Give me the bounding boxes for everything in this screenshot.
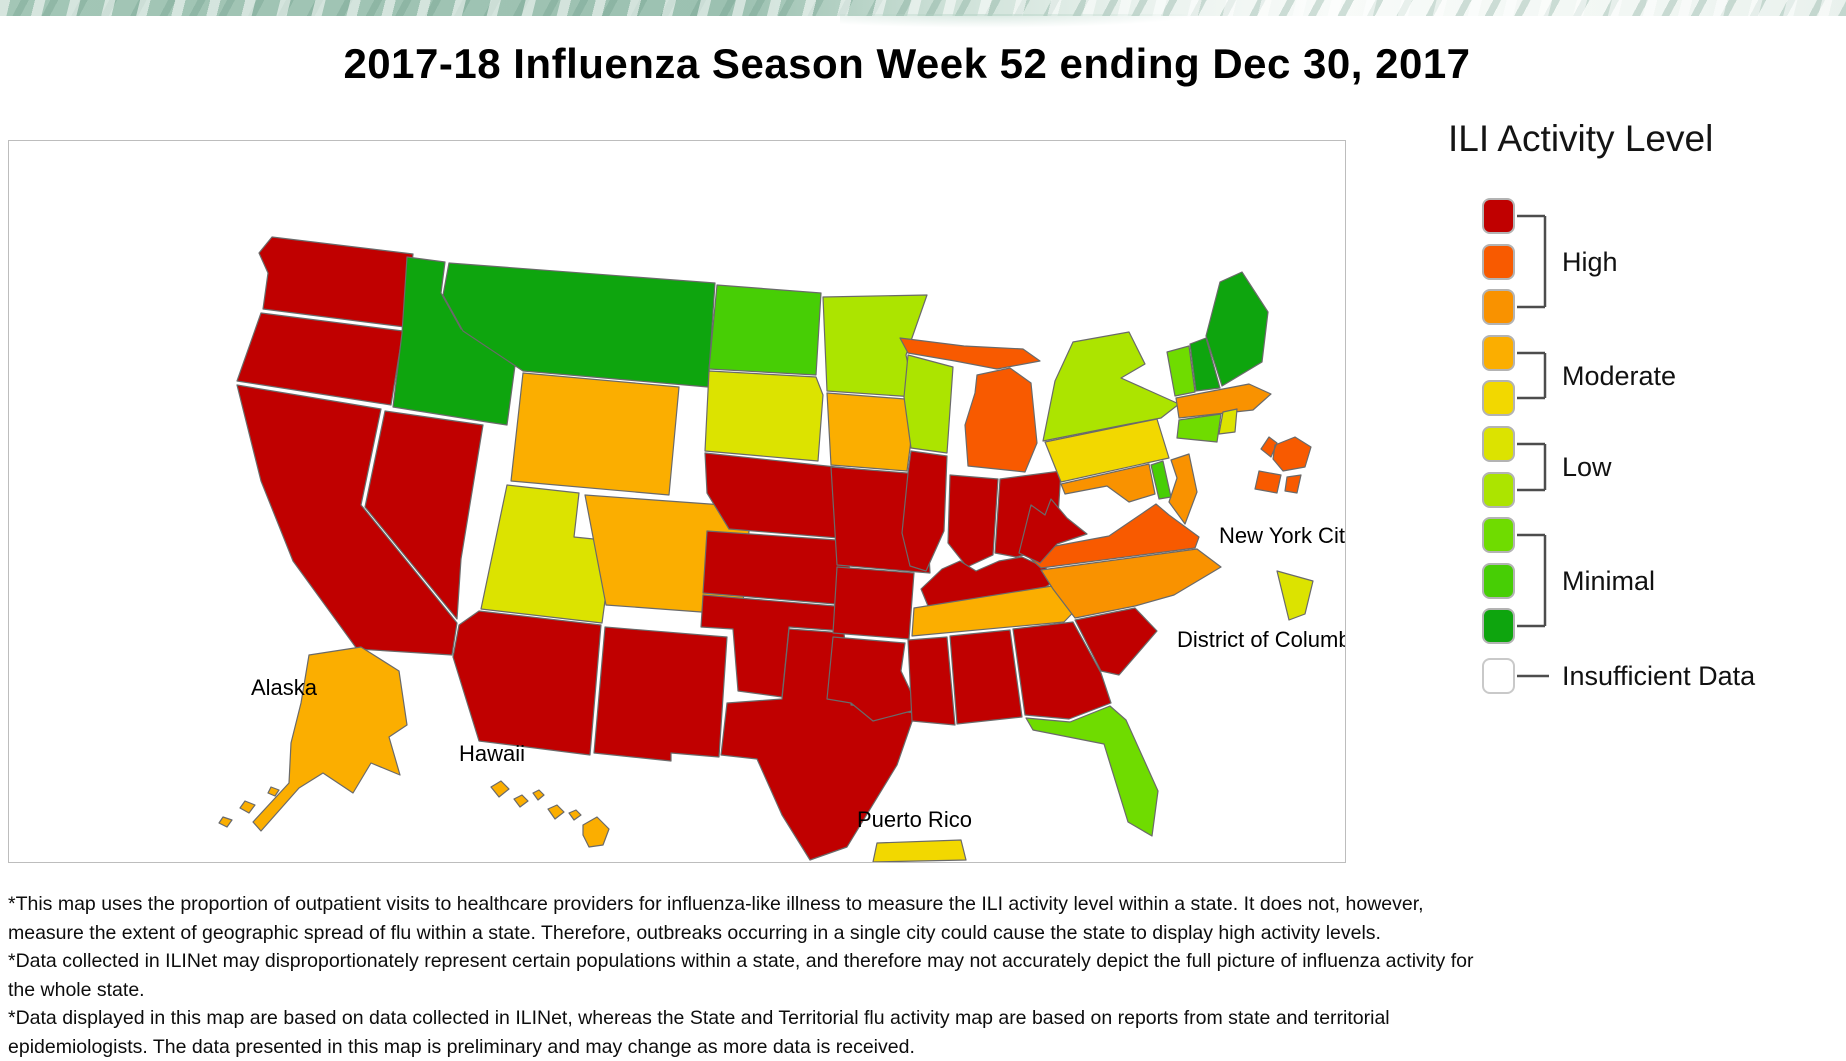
footnote-line: *Data displayed in this map are based on…: [8, 1004, 1473, 1033]
legend-swatch-9: [1482, 244, 1515, 280]
state-IL: [902, 451, 947, 571]
state-ND: [709, 285, 821, 375]
legend-swatch-5: [1482, 426, 1515, 462]
map-panel: Alaska Hawaii Puerto Rico New York City …: [8, 140, 1346, 863]
legend-title: ILI Activity Level: [1448, 118, 1713, 160]
state-NYC: [1255, 437, 1311, 493]
footnote-line: epidemiologists. The data presented in t…: [8, 1033, 1473, 1061]
decorative-header-banner: [0, 0, 1846, 16]
state-DC: [1277, 571, 1313, 620]
legend-swatch-1: [1482, 608, 1515, 644]
state-KS: [703, 531, 851, 605]
legend-swatch-4: [1482, 472, 1515, 508]
legend-swatch-insufficient: [1482, 658, 1515, 694]
bracket-high: [1517, 216, 1545, 307]
state-PR: [873, 840, 966, 862]
legend-swatch-8: [1482, 289, 1515, 325]
state-WY: [511, 373, 679, 495]
legend-label-insufficient: Insufficient Data: [1562, 661, 1755, 693]
legend-label-high: High: [1562, 247, 1618, 279]
legend-label-low: Low: [1562, 452, 1612, 484]
page-title: 2017-18 Influenza Season Week 52 ending …: [0, 40, 1814, 88]
legend-swatch-2: [1482, 563, 1515, 599]
footnote-line: *This map uses the proportion of outpati…: [8, 890, 1473, 919]
puerto-rico-label: Puerto Rico: [857, 807, 972, 832]
state-IA: [827, 393, 913, 471]
bracket-minimal: [1517, 535, 1545, 626]
us-choropleth-map: Alaska Hawaii Puerto Rico New York City …: [9, 141, 1345, 862]
legend-swatch-10: [1482, 198, 1515, 234]
state-MS: [908, 637, 955, 725]
state-IN: [948, 475, 998, 567]
bracket-low: [1517, 444, 1545, 490]
hawaii-label: Hawaii: [459, 741, 525, 766]
footnote-line: measure the extent of geographic spread …: [8, 919, 1473, 948]
state-CT: [1177, 414, 1221, 442]
footnote-line: the whole state.: [8, 976, 1473, 1005]
legend-swatch-6: [1482, 380, 1515, 416]
legend-swatch-3: [1482, 517, 1515, 553]
state-AR: [833, 567, 914, 639]
bracket-moderate: [1517, 353, 1545, 398]
state-AL: [950, 630, 1022, 724]
state-NM: [594, 627, 727, 761]
state-SD: [705, 371, 823, 461]
alaska-label: Alaska: [251, 675, 318, 700]
legend-brackets: [1517, 198, 1561, 698]
state-WI: [904, 355, 953, 453]
state-HI: [491, 781, 609, 847]
state-FL: [1026, 706, 1158, 836]
legend-swatch-7: [1482, 335, 1515, 371]
district-of-columbia-label: District of Columbia: [1177, 627, 1345, 652]
legend-label-minimal: Minimal: [1562, 566, 1655, 598]
state-NJ: [1169, 454, 1197, 524]
new-york-city-label: New York City: [1219, 523, 1345, 548]
legend-label-moderate: Moderate: [1562, 361, 1676, 393]
footnote-line: *Data collected in ILINet may disproport…: [8, 947, 1473, 976]
state-AZ: [453, 611, 601, 755]
state-ME: [1206, 272, 1268, 386]
state-WA: [259, 237, 413, 327]
footnotes: *This map uses the proportion of outpati…: [8, 890, 1473, 1061]
